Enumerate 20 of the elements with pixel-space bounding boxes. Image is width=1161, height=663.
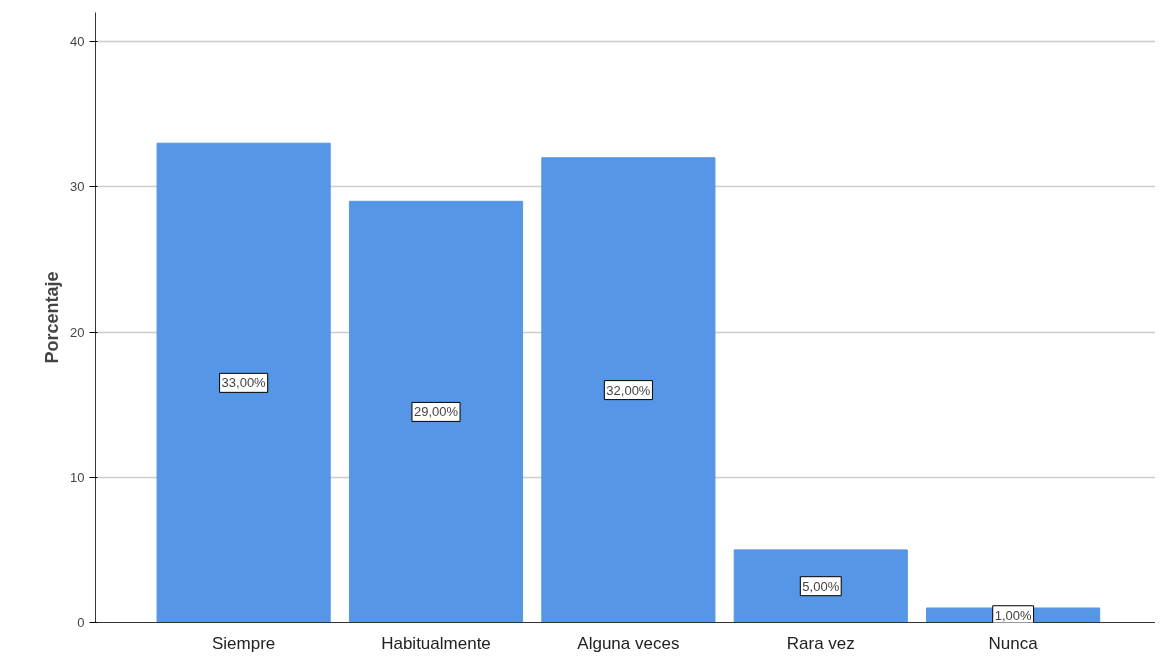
x-tick-label: Nunca bbox=[988, 633, 1039, 653]
y-tick-label: 10 bbox=[70, 469, 85, 485]
data-label: 29,00% bbox=[413, 404, 459, 420]
y-tick-label: 40 bbox=[70, 34, 85, 50]
x-tick-label: Rara vez bbox=[786, 633, 855, 653]
data-label: 33,00% bbox=[221, 375, 267, 391]
data-label: 32,00% bbox=[606, 382, 651, 398]
bar bbox=[733, 549, 908, 623]
data-label: 5,00% bbox=[802, 578, 840, 594]
x-tick-label: Siempre bbox=[211, 633, 276, 653]
x-tick-label: Habitualmente bbox=[381, 633, 491, 653]
y-tick-label: 30 bbox=[70, 179, 85, 195]
data-label: 1,00% bbox=[994, 607, 1033, 623]
x-tick-label: Alguna veces bbox=[577, 633, 680, 653]
bar bbox=[156, 142, 331, 623]
y-tick-label: 0 bbox=[77, 615, 85, 630]
bar bbox=[541, 157, 716, 623]
y-tick-label: 20 bbox=[70, 324, 85, 340]
bar bbox=[348, 200, 524, 623]
y-axis-title: Porcentaje bbox=[42, 271, 63, 364]
